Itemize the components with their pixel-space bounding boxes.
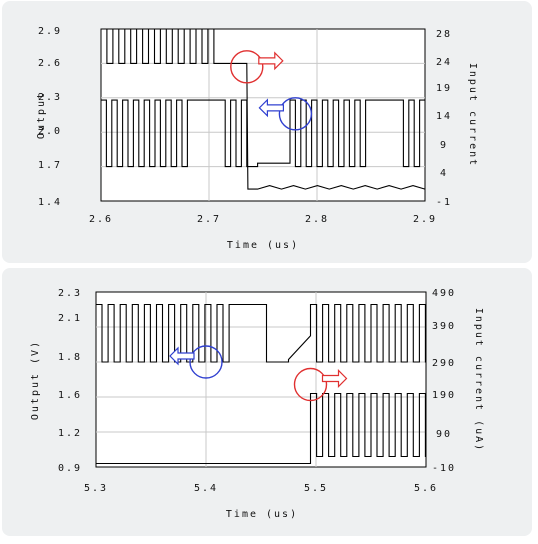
- top-y-left-tick: 2.9: [38, 26, 62, 37]
- bottom-x-tick: 5.5: [304, 483, 328, 494]
- top-x-axis-label: Time (us): [227, 240, 299, 251]
- series-trace-right: [101, 28, 426, 190]
- top-y-right-tick: -1: [436, 197, 452, 208]
- red-marker-circle: [230, 50, 264, 84]
- bottom-y-right-tick: 190: [432, 390, 456, 401]
- bottom-y-right-tick: 390: [432, 321, 456, 332]
- blue-marker-circle: [189, 345, 223, 379]
- bottom-x-tick: 5.3: [84, 483, 108, 494]
- bottom-y-left-tick: 0.9: [58, 463, 82, 474]
- bottom-y-left-tick: 2.1: [58, 313, 82, 324]
- top-y-left-tick: 1.7: [38, 160, 62, 171]
- bottom-y-left-tick: 1.6: [58, 390, 82, 401]
- top-x-tick: 2.9: [413, 214, 437, 225]
- top-y-left-tick: 2.6: [38, 58, 62, 69]
- blue-marker-arrow: [258, 98, 284, 118]
- top-y-right-tick: 24: [436, 57, 452, 68]
- top-x-tick: 2.6: [89, 214, 113, 225]
- top-chart-text: 2.9 2.6 2.3 2.0 1.7 1.4 28 24 19 14 9 4 …: [36, 26, 478, 251]
- series-trace-left: [96, 303, 426, 363]
- bottom-y-right-tick: 90: [436, 429, 452, 440]
- bottom-y-right-axis-label: Input current (uA): [473, 308, 484, 452]
- red-marker-arrow: [321, 369, 348, 388]
- bottom-y-right-tick: -10: [432, 463, 456, 474]
- blue-marker-arrow: [169, 346, 195, 366]
- series-trace-left: [101, 99, 425, 168]
- bottom-y-left-axis-label: Output (V): [30, 340, 41, 420]
- top-y-right-tick: 14: [436, 111, 452, 122]
- top-x-tick: 2.7: [197, 214, 221, 225]
- blue-marker-circle: [278, 97, 313, 131]
- bottom-y-left-tick: 1.8: [58, 352, 82, 363]
- top-y-left-tick: 2.0: [38, 126, 62, 137]
- bottom-y-right-tick: 290: [432, 358, 456, 369]
- bottom-y-right-tick: 490: [432, 288, 456, 299]
- bottom-x-tick: 5.4: [194, 483, 218, 494]
- top-y-left-tick: 2.3: [38, 92, 62, 103]
- top-x-tick: 2.8: [305, 214, 329, 225]
- top-y-right-tick: 19: [436, 83, 452, 94]
- red-marker-arrow: [258, 51, 284, 71]
- bottom-y-left-tick: 1.2: [58, 428, 82, 439]
- bottom-chart-text: 2.3 2.1 1.8 1.6 1.2 0.9 490 390 290 190 …: [30, 288, 484, 520]
- top-y-left-tick: 1.4: [38, 197, 62, 208]
- top-y-right-tick: 28: [436, 29, 452, 40]
- red-marker-circle: [293, 367, 328, 402]
- top-y-right-tick: 4: [440, 168, 448, 179]
- series-trace-right: [96, 392, 426, 465]
- bottom-x-tick: 5.6: [414, 483, 438, 494]
- bottom-x-axis-label: Time (us): [226, 509, 298, 520]
- top-y-right-tick: 9: [440, 140, 448, 151]
- top-y-right-axis-label: Input current: [467, 63, 478, 167]
- top-y-left-axis-label: Output: [36, 91, 47, 139]
- plot-areas: [95, 28, 427, 468]
- bottom-y-left-tick: 2.3: [58, 288, 82, 299]
